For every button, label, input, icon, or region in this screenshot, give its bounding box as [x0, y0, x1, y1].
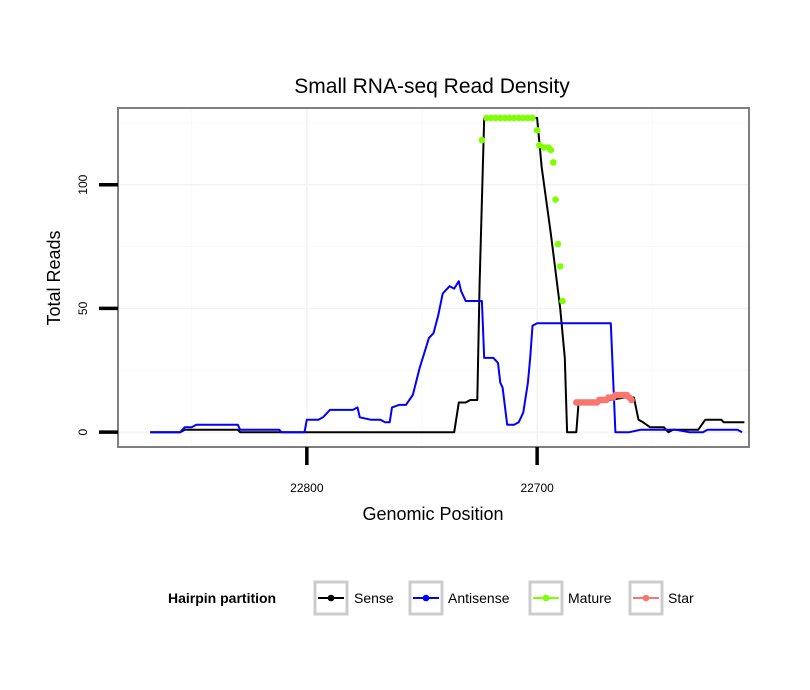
sense-line [150, 116, 745, 434]
legend-point-sense [327, 594, 335, 602]
mature-point [520, 114, 527, 122]
mature-point [533, 126, 541, 134]
mature-point [540, 144, 548, 151]
mature-point [552, 196, 559, 203]
mature-point [501, 114, 509, 122]
legend-label-star: Star [668, 590, 694, 606]
plot-frame [117, 107, 750, 448]
legend-title: Hairpin partition [168, 590, 276, 606]
mature-point [483, 114, 490, 122]
mature-point [506, 114, 513, 122]
x-axis-label: Genomic Position [362, 504, 503, 524]
legend-point-star [642, 594, 650, 602]
y-tick-label: 100 [76, 174, 90, 194]
mature-point [559, 297, 566, 305]
legend-label-antisense: Antisense [448, 590, 510, 606]
mature-point [554, 240, 562, 248]
y-axis-label: Total Reads [44, 230, 64, 325]
mature-point [496, 114, 504, 122]
axes: 0 50 100 22800 22700 [76, 174, 554, 495]
mature-point [492, 114, 499, 122]
mature-point [556, 263, 564, 270]
mature-point [549, 159, 557, 166]
antisense-line [150, 280, 743, 434]
y-tick-label: 50 [76, 301, 90, 315]
mature-point [529, 114, 536, 122]
legend-label-mature: Mature [568, 590, 612, 606]
legend-label-sense: Sense [354, 590, 394, 606]
legend-point-antisense [422, 594, 430, 602]
legend-point-mature [542, 594, 550, 602]
grid [118, 108, 749, 447]
x-tick-label: 22800 [290, 481, 324, 495]
star-point [628, 396, 635, 404]
mature-point [487, 114, 495, 122]
series-layer [150, 114, 745, 434]
mature-point [547, 146, 555, 154]
x-tick-label: 22700 [520, 481, 554, 495]
y-tick-label: 0 [76, 428, 90, 435]
mature-point [510, 114, 518, 122]
mature-point [524, 114, 532, 122]
legend: Hairpin partition Sense Antisense Mature St… [168, 580, 694, 616]
chart-title: Small RNA-seq Read Density [294, 75, 570, 98]
mature-point [478, 136, 486, 144]
mature-point [515, 114, 523, 122]
